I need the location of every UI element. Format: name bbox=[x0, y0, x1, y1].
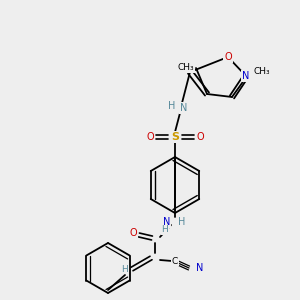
Text: O: O bbox=[129, 228, 137, 238]
Text: N: N bbox=[163, 217, 170, 227]
Text: N: N bbox=[242, 71, 250, 81]
Text: N: N bbox=[196, 263, 203, 273]
Text: CH₃: CH₃ bbox=[253, 68, 270, 76]
Text: O: O bbox=[146, 132, 154, 142]
Text: H: H bbox=[162, 226, 168, 235]
Text: H: H bbox=[122, 265, 128, 274]
Text: O: O bbox=[224, 52, 232, 62]
Text: S: S bbox=[171, 132, 179, 142]
Text: N: N bbox=[180, 103, 188, 113]
Text: H: H bbox=[178, 217, 185, 227]
Text: H: H bbox=[168, 101, 175, 111]
Text: CH₃: CH₃ bbox=[177, 64, 194, 73]
Text: O: O bbox=[196, 132, 204, 142]
Text: C: C bbox=[172, 256, 178, 266]
